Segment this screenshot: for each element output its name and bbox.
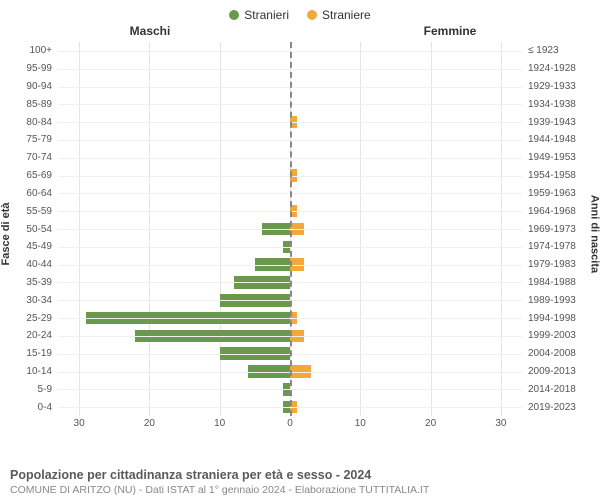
- x-tick-label: 30: [74, 418, 85, 429]
- birth-year-label: 2009-2013: [528, 366, 576, 377]
- age-label: 65-69: [26, 170, 52, 181]
- birth-year-label: 1949-1953: [528, 152, 576, 163]
- age-label: 10-14: [26, 366, 52, 377]
- column-title-male: Maschi: [130, 24, 171, 38]
- x-axis: 0 10 10 20 20 30 30: [58, 418, 522, 434]
- legend-label-female: Straniere: [322, 8, 371, 22]
- birth-year-label: 1954-1958: [528, 170, 576, 181]
- x-tick-label: 20: [144, 418, 155, 429]
- chart-subtitle: COMUNE DI ARITZO (NU) - Dati ISTAT al 1°…: [10, 484, 590, 496]
- age-label: 40-44: [26, 259, 52, 270]
- y-axis-label-right: Anni di nascita: [588, 195, 600, 273]
- age-label: 30-34: [26, 295, 52, 306]
- pyramid-chart: Maschi Femmine Fasce di età Anni di nasc…: [0, 24, 600, 444]
- x-tick-label: 10: [214, 418, 225, 429]
- age-label: 50-54: [26, 224, 52, 235]
- birth-year-label: 1924-1928: [528, 63, 576, 74]
- legend-item-male: Stranieri: [229, 8, 289, 22]
- center-axis: [290, 42, 292, 416]
- age-label: 0-4: [38, 402, 52, 413]
- birth-year-label: 1984-1988: [528, 277, 576, 288]
- age-label: 45-49: [26, 241, 52, 252]
- age-label: 60-64: [26, 188, 52, 199]
- legend-label-male: Stranieri: [244, 8, 289, 22]
- y-axis-label-left: Fasce di età: [0, 203, 12, 266]
- x-tick-label: 30: [495, 418, 506, 429]
- birth-year-label: 1969-1973: [528, 224, 576, 235]
- plot-area: 100+≤ 192395-991924-192890-941929-193385…: [58, 42, 522, 416]
- birth-year-label: 1989-1993: [528, 295, 576, 306]
- age-label: 100+: [29, 45, 52, 56]
- birth-year-label: 2019-2023: [528, 402, 576, 413]
- age-label: 95-99: [26, 63, 52, 74]
- birth-year-label: 1934-1938: [528, 99, 576, 110]
- birth-year-label: 1929-1933: [528, 81, 576, 92]
- age-label: 35-39: [26, 277, 52, 288]
- age-label: 70-74: [26, 152, 52, 163]
- age-label: 20-24: [26, 330, 52, 341]
- age-label: 15-19: [26, 348, 52, 359]
- age-label: 55-59: [26, 206, 52, 217]
- chart-title: Popolazione per cittadinanza straniera p…: [10, 468, 590, 482]
- age-label: 85-89: [26, 99, 52, 110]
- birth-year-label: 1994-1998: [528, 313, 576, 324]
- birth-year-label: 1959-1963: [528, 188, 576, 199]
- birth-year-label: 1999-2003: [528, 330, 576, 341]
- age-label: 90-94: [26, 81, 52, 92]
- female-swatch: [307, 10, 317, 20]
- legend-item-female: Straniere: [307, 8, 371, 22]
- birth-year-label: 1939-1943: [528, 117, 576, 128]
- birth-year-label: 1944-1948: [528, 134, 576, 145]
- x-tick-label: 10: [355, 418, 366, 429]
- birth-year-label: 2004-2008: [528, 348, 576, 359]
- birth-year-label: 1974-1978: [528, 241, 576, 252]
- birth-year-label: 1964-1968: [528, 206, 576, 217]
- x-tick-label: 20: [425, 418, 436, 429]
- age-label: 25-29: [26, 313, 52, 324]
- legend: Stranieri Straniere: [0, 0, 600, 24]
- age-label: 5-9: [38, 384, 52, 395]
- birth-year-label: ≤ 1923: [528, 45, 559, 56]
- column-title-female: Femmine: [424, 24, 477, 38]
- age-label: 80-84: [26, 117, 52, 128]
- age-label: 75-79: [26, 134, 52, 145]
- male-swatch: [229, 10, 239, 20]
- birth-year-label: 2014-2018: [528, 384, 576, 395]
- birth-year-label: 1979-1983: [528, 259, 576, 270]
- chart-footer: Popolazione per cittadinanza straniera p…: [10, 468, 590, 496]
- x-tick-label: 0: [287, 418, 293, 429]
